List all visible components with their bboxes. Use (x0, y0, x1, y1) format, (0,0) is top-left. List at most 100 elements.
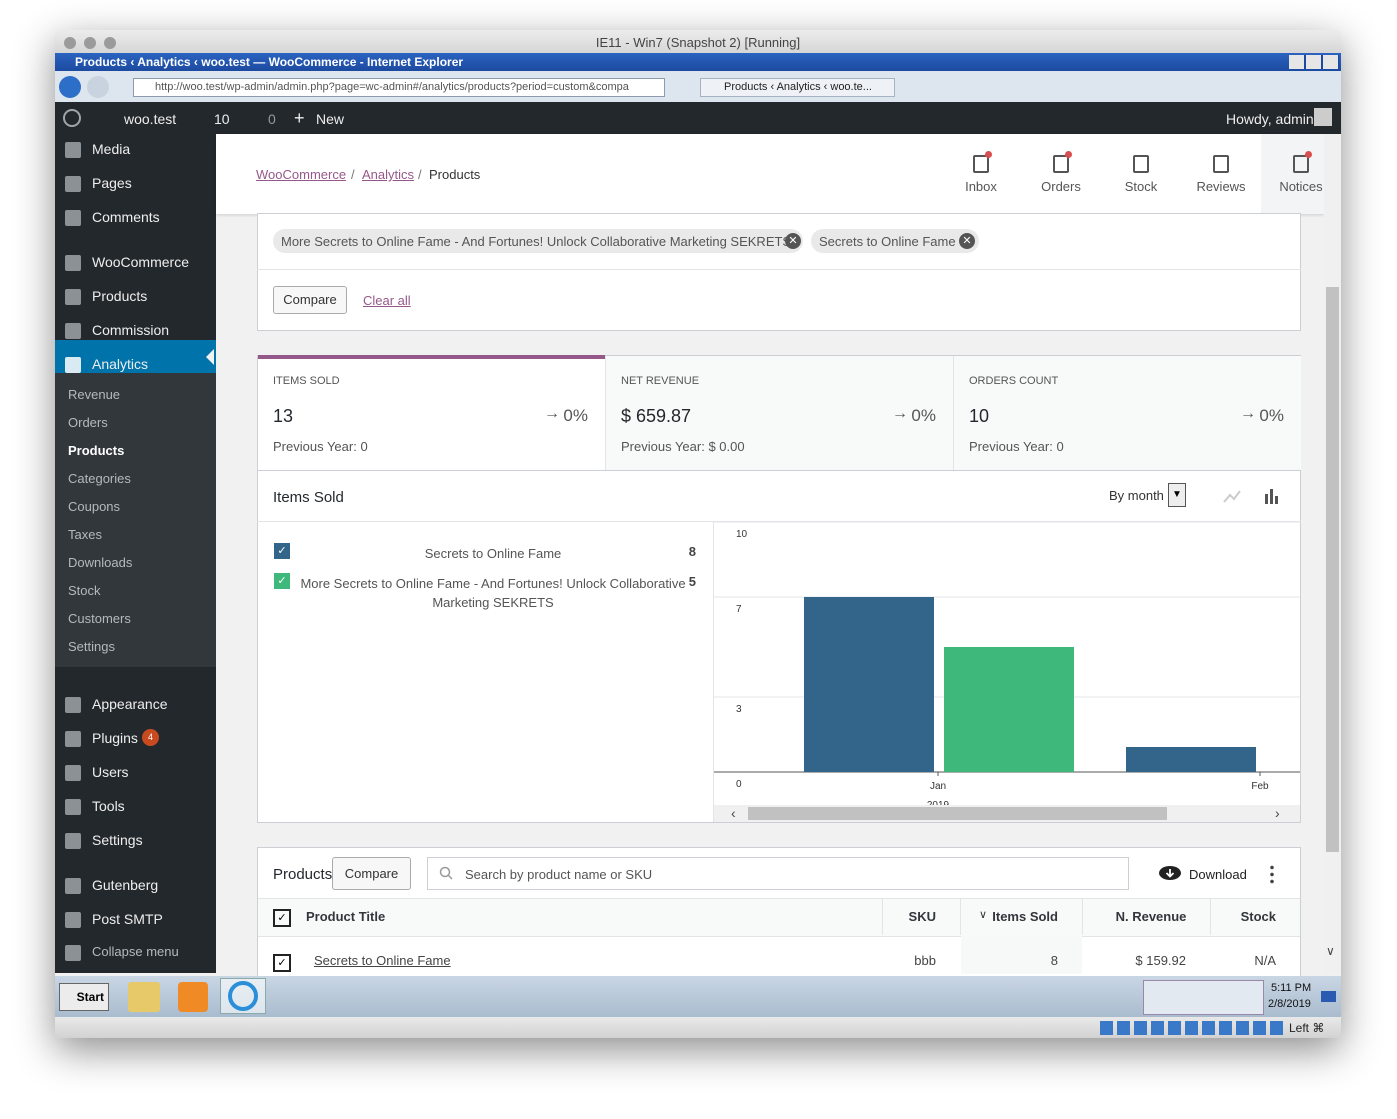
site-name[interactable]: woo.test (124, 111, 177, 127)
submenu-item[interactable]: Orders (68, 415, 108, 430)
show-desktop[interactable] (1321, 991, 1336, 1002)
taskbar (55, 976, 1341, 1017)
start-button[interactable]: Start (59, 983, 109, 1011)
action-label[interactable]: Inbox (965, 179, 997, 194)
delta-arrow: → (892, 405, 908, 422)
greeting[interactable]: Howdy, admin (1226, 111, 1314, 127)
table-title: Products (273, 866, 333, 883)
menu-icon (65, 255, 81, 271)
table-cell: bbb (914, 953, 936, 968)
action-icon[interactable] (973, 155, 989, 173)
scroll-left: ‹ (731, 805, 736, 821)
submenu-item[interactable]: Categories (68, 471, 131, 486)
menu-item[interactable]: Commission (92, 322, 170, 338)
menu-item[interactable]: Post SMTP (92, 911, 163, 927)
column-header[interactable]: N. Revenue (1115, 909, 1187, 924)
menu-icon (65, 833, 81, 849)
more-menu[interactable] (1270, 864, 1274, 884)
explorer-icon[interactable] (128, 982, 160, 1012)
menu-item[interactable]: Users (92, 764, 129, 780)
action-label[interactable]: Reviews (1196, 179, 1246, 194)
summary-delta: 0% (911, 406, 936, 425)
menu-item[interactable]: Plugins (92, 730, 138, 746)
row-checkbox[interactable]: ✓ (273, 954, 291, 972)
host-key: Left ⌘ (1289, 1021, 1325, 1035)
line-chart-toggle[interactable] (1222, 486, 1242, 506)
y-tick-label: 0 (736, 779, 742, 790)
menu-item[interactable]: Appearance (92, 696, 168, 712)
legend-checkbox[interactable]: ✓ (274, 543, 290, 559)
unread-dot (1305, 151, 1312, 158)
y-tick-label: 3 (736, 704, 742, 715)
wp-logo[interactable] (63, 109, 81, 127)
menu-item[interactable]: WooCommerce (92, 254, 189, 270)
chip-remove[interactable]: ✕ (785, 233, 801, 249)
close-dot[interactable] (64, 37, 76, 49)
table-cell[interactable]: Secrets to Online Fame (314, 953, 451, 968)
legend-label: Secrets to Online Fame (424, 546, 562, 561)
media-icon[interactable] (178, 982, 208, 1012)
bar-chart-toggle[interactable] (1262, 486, 1282, 506)
action-icon[interactable] (1133, 155, 1149, 173)
download-link[interactable]: Download (1189, 867, 1247, 882)
scroll-right: › (1275, 805, 1280, 821)
breadcrumb[interactable]: Analytics (362, 167, 415, 182)
submenu-item[interactable]: Products (68, 443, 125, 458)
download-icon[interactable] (1158, 864, 1182, 882)
updates[interactable]: 10 (214, 111, 230, 127)
comments-count[interactable]: 0 (268, 111, 276, 127)
menu-item[interactable]: Comments (92, 209, 160, 225)
min-dot[interactable] (84, 37, 96, 49)
menu-item[interactable]: Products (92, 288, 148, 304)
new-link[interactable]: New (316, 111, 345, 127)
chip-remove[interactable]: ✕ (959, 233, 975, 249)
submenu-item[interactable]: Taxes (68, 527, 102, 542)
admin-bar (55, 102, 1341, 134)
current-arrow (206, 349, 214, 365)
menu-item[interactable]: Collapse menu (92, 944, 179, 959)
header-checkbox[interactable]: ✓ (273, 909, 291, 927)
action-label[interactable]: Stock (1124, 179, 1158, 194)
menu-item[interactable]: Media (92, 141, 131, 157)
tab[interactable] (700, 78, 895, 97)
breadcrumb[interactable]: WooCommerce (256, 167, 347, 182)
submenu-item[interactable]: Coupons (68, 499, 121, 514)
action-icon[interactable] (1053, 155, 1069, 173)
column-header[interactable]: SKU (908, 909, 936, 924)
legend-checkbox[interactable]: ✓ (274, 573, 290, 589)
scrollbar-thumb[interactable] (1326, 287, 1339, 852)
zoom-dot[interactable] (104, 37, 116, 49)
interval-select[interactable]: By month (1109, 488, 1164, 503)
menu-icon (65, 142, 81, 158)
menu-item[interactable]: Settings (92, 832, 143, 848)
window-controls[interactable] (1289, 55, 1339, 69)
action-label[interactable]: Notices (1279, 179, 1323, 194)
address-bar[interactable] (133, 78, 665, 97)
column-header[interactable]: Product Title (306, 909, 386, 924)
unread-dot (1065, 151, 1072, 158)
submenu-item[interactable]: Revenue (68, 387, 121, 402)
menu-item[interactable]: Tools (92, 798, 125, 814)
submenu-item[interactable]: Customers (68, 611, 131, 626)
menu-item[interactable]: Analytics (92, 356, 149, 372)
compare-button[interactable]: Compare (332, 857, 411, 890)
back-button[interactable] (59, 76, 81, 98)
search-box[interactable] (427, 857, 1129, 890)
submenu-item[interactable]: Settings (68, 639, 115, 654)
submenu-item[interactable]: Stock (68, 583, 101, 598)
bar (804, 597, 934, 772)
menu-item[interactable]: Gutenberg (92, 877, 159, 893)
forward-button[interactable] (87, 76, 109, 98)
action-icon[interactable] (1213, 155, 1229, 173)
menu-item[interactable]: Pages (92, 175, 132, 191)
column-header[interactable]: Items Sold (992, 909, 1058, 924)
submenu-item[interactable]: Downloads (68, 555, 133, 570)
column-header[interactable]: Stock (1240, 909, 1276, 924)
compare-button[interactable]: Compare (273, 286, 347, 314)
clear-all[interactable]: Clear all (363, 293, 411, 308)
action-label[interactable]: Orders (1041, 179, 1081, 194)
action-icon[interactable] (1293, 155, 1309, 173)
select-arrow[interactable]: ▼ (1168, 483, 1186, 507)
clock-date: 2/8/2019 (1268, 998, 1311, 1010)
column-border (1210, 899, 1211, 935)
